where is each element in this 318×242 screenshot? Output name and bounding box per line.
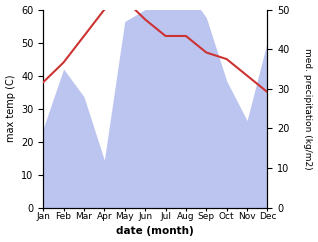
X-axis label: date (month): date (month) [116,227,194,236]
Y-axis label: med. precipitation (kg/m2): med. precipitation (kg/m2) [303,48,313,169]
Y-axis label: max temp (C): max temp (C) [5,75,16,142]
